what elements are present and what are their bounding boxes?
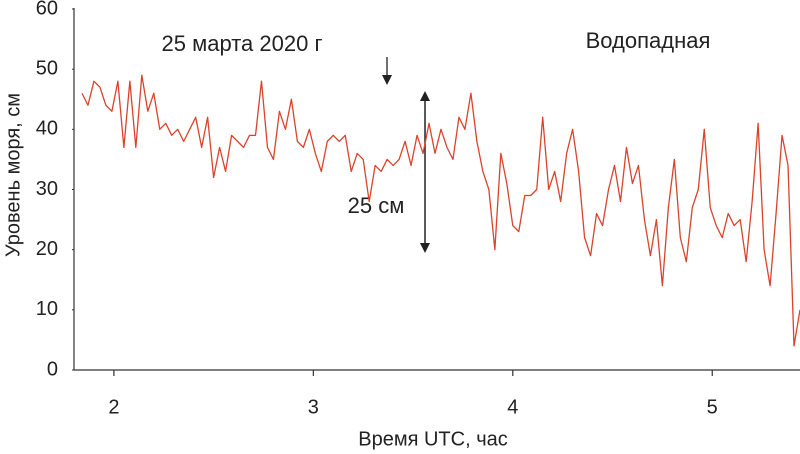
y-tick-label: 10 <box>36 298 58 320</box>
y-tick-label: 60 <box>36 0 58 19</box>
y-tick-label: 20 <box>36 238 58 260</box>
y-tick-label: 0 <box>47 358 58 380</box>
x-tick-label: 4 <box>507 396 518 418</box>
annotation: 25 см <box>348 193 405 218</box>
y-tick-label: 40 <box>36 118 58 140</box>
y-tick-label: 50 <box>36 57 58 79</box>
x-tick-label: 5 <box>707 396 718 418</box>
annotation: 25 марта 2020 г <box>162 31 323 56</box>
data-line <box>81 74 800 347</box>
x-axis-label: Время UTC, час <box>358 428 507 450</box>
annotation: Водопадная <box>586 28 711 53</box>
y-tick-label: 30 <box>36 178 58 200</box>
x-tick-label: 2 <box>108 396 119 418</box>
x-tick-label: 3 <box>308 396 319 418</box>
y-axis-label: Уровень моря, см <box>2 93 24 257</box>
